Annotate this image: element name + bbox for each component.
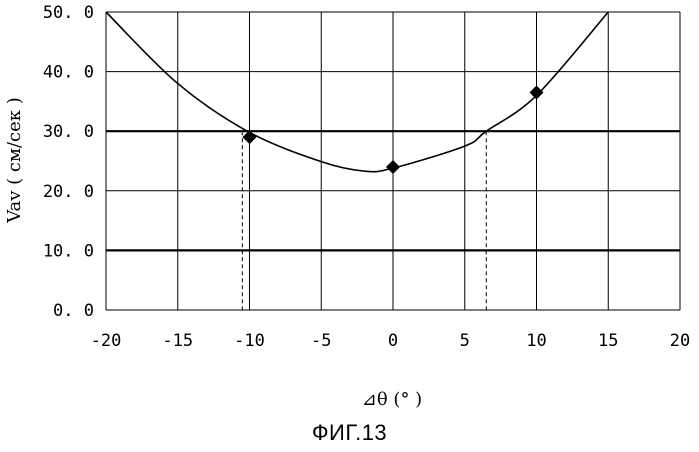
x-tick-label: 15 xyxy=(598,331,618,351)
y-tick-label: 40. 0 xyxy=(43,63,94,83)
y-tick-label: 50. 0 xyxy=(43,3,94,23)
x-tick-label: 0 xyxy=(388,331,398,351)
x-tick-label: 20 xyxy=(670,331,690,351)
y-tick-label: 30. 0 xyxy=(43,122,94,142)
x-tick-label: -5 xyxy=(311,331,331,351)
figure-caption: ФИГ.13 xyxy=(0,420,699,446)
y-tick-label: 0. 0 xyxy=(53,301,94,321)
x-tick-labels: -20 -15 -10 -5 0 5 10 15 20 xyxy=(91,331,691,351)
x-tick-label: 10 xyxy=(526,331,546,351)
y-tick-label: 20. 0 xyxy=(43,182,94,202)
data-point-marker xyxy=(530,85,544,99)
x-tick-label: 5 xyxy=(460,331,470,351)
y-tick-label: 10. 0 xyxy=(43,241,94,261)
chart-plot: -20 -15 -10 -5 0 5 10 15 20 0. 0 10. 0 20. 0 30. 0 4… xyxy=(0,0,699,420)
x-axis-title: ⊿θ (° ) xyxy=(362,389,422,410)
y-tick-labels: 0. 0 10. 0 20. 0 30. 0 40. 0 50. 0 xyxy=(43,3,94,321)
x-tick-label: -15 xyxy=(162,331,193,351)
x-tick-label: -10 xyxy=(234,331,265,351)
x-tick-label: -20 xyxy=(91,331,122,351)
y-axis-title: Vav ( см/сек ) xyxy=(4,97,25,224)
crossing-markers xyxy=(242,131,486,310)
data-point-marker xyxy=(386,160,400,174)
